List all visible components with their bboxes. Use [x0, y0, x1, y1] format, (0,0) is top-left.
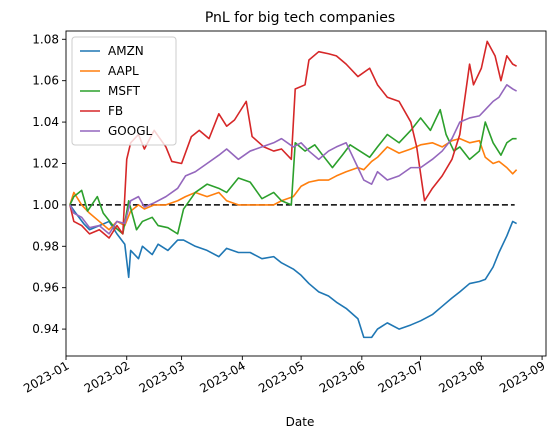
x-axis-label: Date — [286, 415, 315, 429]
chart-title: PnL for big tech companies — [205, 10, 395, 26]
y-tick-label: 0.98 — [32, 239, 59, 253]
legend-label-msft: MSFT — [108, 84, 141, 98]
series-line-amzn — [69, 204, 517, 339]
y-tick-label: 1.06 — [32, 74, 59, 88]
x-tick-label: 2023-04 — [197, 358, 247, 395]
series-line-aapl — [69, 137, 518, 231]
y-tick-label: 0.94 — [32, 322, 59, 336]
x-tick-label: 2023-06 — [317, 358, 367, 395]
y-axis: 0.94 0.96 0.98 1.00 1.02 1.04 1.06 1.08 — [32, 32, 66, 336]
y-tick-label: 1.08 — [32, 32, 59, 46]
legend-label-fb: FB — [108, 104, 123, 118]
x-tick-label: 2023-02 — [82, 358, 132, 395]
x-tick-label: 2023-08 — [436, 358, 486, 395]
legend-label-amzn: AMZN — [108, 44, 144, 58]
y-tick-label: 1.04 — [32, 115, 59, 129]
y-tick-label: 0.96 — [32, 281, 59, 295]
x-tick-label: 2023-01 — [21, 358, 71, 395]
x-tick-label: 2023-03 — [137, 358, 187, 395]
x-axis: 2023-01 2023-02 2023-03 2023-04 2023-05 2023-… — [21, 356, 548, 396]
x-tick-label: 2023-05 — [256, 358, 306, 395]
legend-label-aapl: AAPL — [108, 64, 139, 78]
x-tick-label: 2023-09 — [497, 358, 547, 395]
y-tick-label: 1.00 — [32, 198, 59, 212]
series-line-googl — [69, 84, 517, 235]
series-line-msft — [69, 108, 517, 235]
series-layer — [69, 40, 518, 339]
y-tick-label: 1.02 — [32, 156, 59, 170]
x-tick-label: 2023-07 — [376, 358, 426, 395]
legend-box — [71, 36, 177, 146]
legend: AMZN AAPL MSFT FB GOOGL — [71, 36, 177, 146]
legend-label-googl: GOOGL — [108, 124, 152, 138]
